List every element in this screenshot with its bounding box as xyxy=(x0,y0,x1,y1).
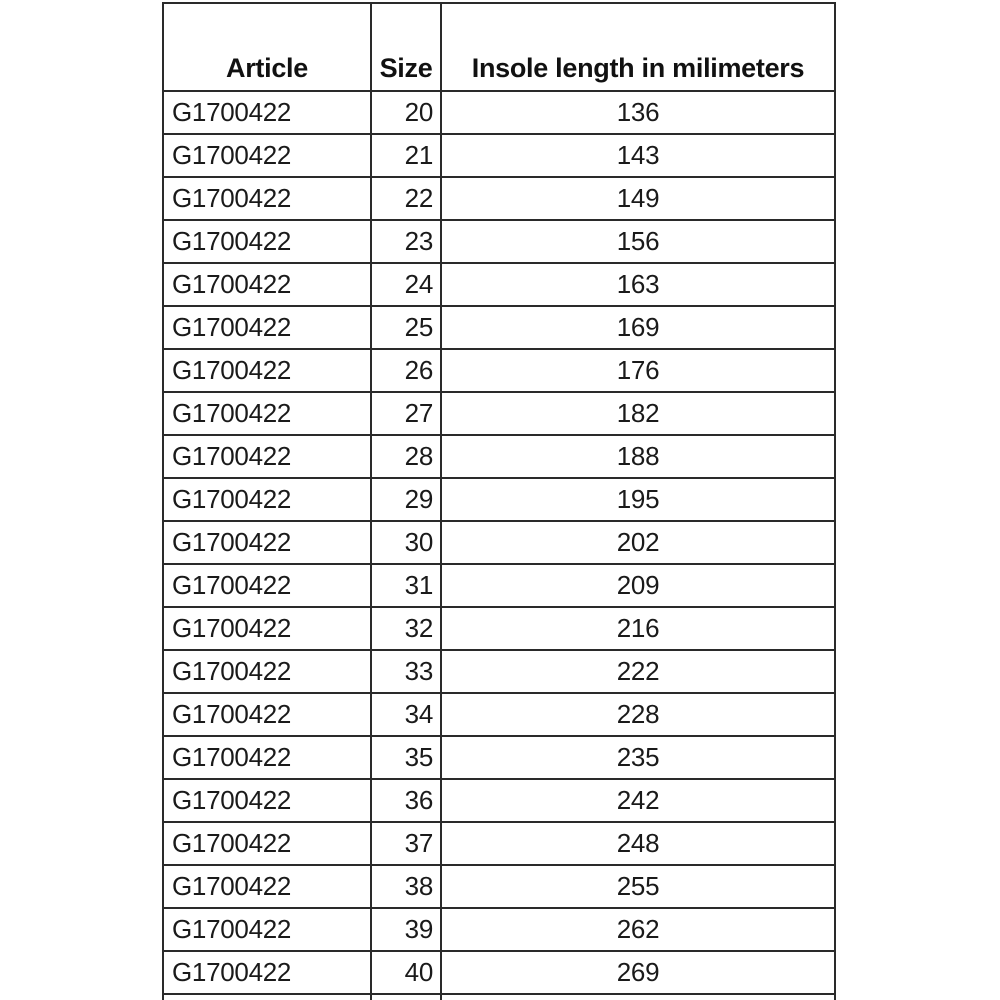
insole-cell: 163 xyxy=(440,262,836,307)
table-row: G1700422 37 248 xyxy=(162,821,836,866)
insole-cell: 182 xyxy=(440,391,836,436)
table-row: G1700422 26 176 xyxy=(162,348,836,393)
article-cell: G1700422 xyxy=(162,133,372,178)
column-header-size: Size xyxy=(370,2,442,92)
insole-cell: 228 xyxy=(440,692,836,737)
article-cell: G1700422 xyxy=(162,735,372,780)
table-body: G1700422 20 136 G1700422 21 143 G1700422… xyxy=(162,90,836,1000)
article-cell: G1700422 xyxy=(162,606,372,651)
insole-cell: 136 xyxy=(440,90,836,135)
size-cell: 21 xyxy=(370,133,442,178)
insole-cell: 176 xyxy=(440,348,836,393)
size-cell: 40 xyxy=(370,950,442,995)
insole-cell: 188 xyxy=(440,434,836,479)
article-cell: G1700422 xyxy=(162,305,372,350)
size-cell: 36 xyxy=(370,778,442,823)
table-row: G1700422 27 182 xyxy=(162,391,836,436)
insole-cell: 262 xyxy=(440,907,836,952)
article-cell: G1700422 xyxy=(162,434,372,479)
insole-cell: 242 xyxy=(440,778,836,823)
insole-cell: 143 xyxy=(440,133,836,178)
size-cell: 22 xyxy=(370,176,442,221)
table-row: G1700422 40 269 xyxy=(162,950,836,995)
size-cell: 39 xyxy=(370,907,442,952)
column-header-article: Article xyxy=(162,2,372,92)
article-cell: G1700422 xyxy=(162,90,372,135)
table-row: G1700422 34 228 xyxy=(162,692,836,737)
table-header: Article Size Insole length in milimeters xyxy=(162,2,836,92)
size-cell: 38 xyxy=(370,864,442,909)
size-cell: 31 xyxy=(370,563,442,608)
article-cell: G1700422 xyxy=(162,262,372,307)
insole-cell: 169 xyxy=(440,305,836,350)
size-cell: 20 xyxy=(370,90,442,135)
table-row: G1700422 36 242 xyxy=(162,778,836,823)
article-cell: G1700422 xyxy=(162,821,372,866)
article-cell xyxy=(162,993,372,1000)
insole-cell: 209 xyxy=(440,563,836,608)
insole-cell: 216 xyxy=(440,606,836,651)
article-cell: G1700422 xyxy=(162,907,372,952)
insole-cell: 149 xyxy=(440,176,836,221)
insole-cell: 235 xyxy=(440,735,836,780)
table-row: G1700422 23 156 xyxy=(162,219,836,264)
table-row: G1700422 33 222 xyxy=(162,649,836,694)
table-row: G1700422 32 216 xyxy=(162,606,836,651)
size-cell: 26 xyxy=(370,348,442,393)
table-row: G1700422 35 235 xyxy=(162,735,836,780)
article-cell: G1700422 xyxy=(162,692,372,737)
article-cell: G1700422 xyxy=(162,950,372,995)
table-row: G1700422 28 188 xyxy=(162,434,836,479)
article-cell: G1700422 xyxy=(162,520,372,565)
size-cell: 30 xyxy=(370,520,442,565)
table-row: G1700422 24 163 xyxy=(162,262,836,307)
table-row: G1700422 29 195 xyxy=(162,477,836,522)
size-cell: 27 xyxy=(370,391,442,436)
insole-cell: 202 xyxy=(440,520,836,565)
size-cell: 34 xyxy=(370,692,442,737)
article-cell: G1700422 xyxy=(162,778,372,823)
table-row: G1700422 30 202 xyxy=(162,520,836,565)
table-row: G1700422 38 255 xyxy=(162,864,836,909)
size-cell: 37 xyxy=(370,821,442,866)
table-row-partial xyxy=(162,993,836,1000)
article-cell: G1700422 xyxy=(162,477,372,522)
insole-cell: 255 xyxy=(440,864,836,909)
size-table: Article Size Insole length in milimeters… xyxy=(162,2,836,1000)
article-cell: G1700422 xyxy=(162,563,372,608)
size-cell: 24 xyxy=(370,262,442,307)
article-cell: G1700422 xyxy=(162,864,372,909)
article-cell: G1700422 xyxy=(162,348,372,393)
article-cell: G1700422 xyxy=(162,176,372,221)
insole-cell: 195 xyxy=(440,477,836,522)
article-cell: G1700422 xyxy=(162,219,372,264)
column-header-insole-length: Insole length in milimeters xyxy=(440,2,836,92)
insole-cell: 156 xyxy=(440,219,836,264)
table-row: G1700422 20 136 xyxy=(162,90,836,135)
insole-cell: 248 xyxy=(440,821,836,866)
table-row: G1700422 21 143 xyxy=(162,133,836,178)
size-cell: 29 xyxy=(370,477,442,522)
size-cell xyxy=(370,993,442,1000)
size-cell: 32 xyxy=(370,606,442,651)
insole-cell: 222 xyxy=(440,649,836,694)
table-row: G1700422 25 169 xyxy=(162,305,836,350)
size-cell: 25 xyxy=(370,305,442,350)
header-row: Article Size Insole length in milimeters xyxy=(162,2,836,92)
size-cell: 33 xyxy=(370,649,442,694)
size-cell: 28 xyxy=(370,434,442,479)
article-cell: G1700422 xyxy=(162,391,372,436)
insole-cell: 269 xyxy=(440,950,836,995)
table-row: G1700422 22 149 xyxy=(162,176,836,221)
article-cell: G1700422 xyxy=(162,649,372,694)
size-cell: 35 xyxy=(370,735,442,780)
table-row: G1700422 31 209 xyxy=(162,563,836,608)
table-row: G1700422 39 262 xyxy=(162,907,836,952)
size-cell: 23 xyxy=(370,219,442,264)
insole-cell xyxy=(440,993,836,1000)
